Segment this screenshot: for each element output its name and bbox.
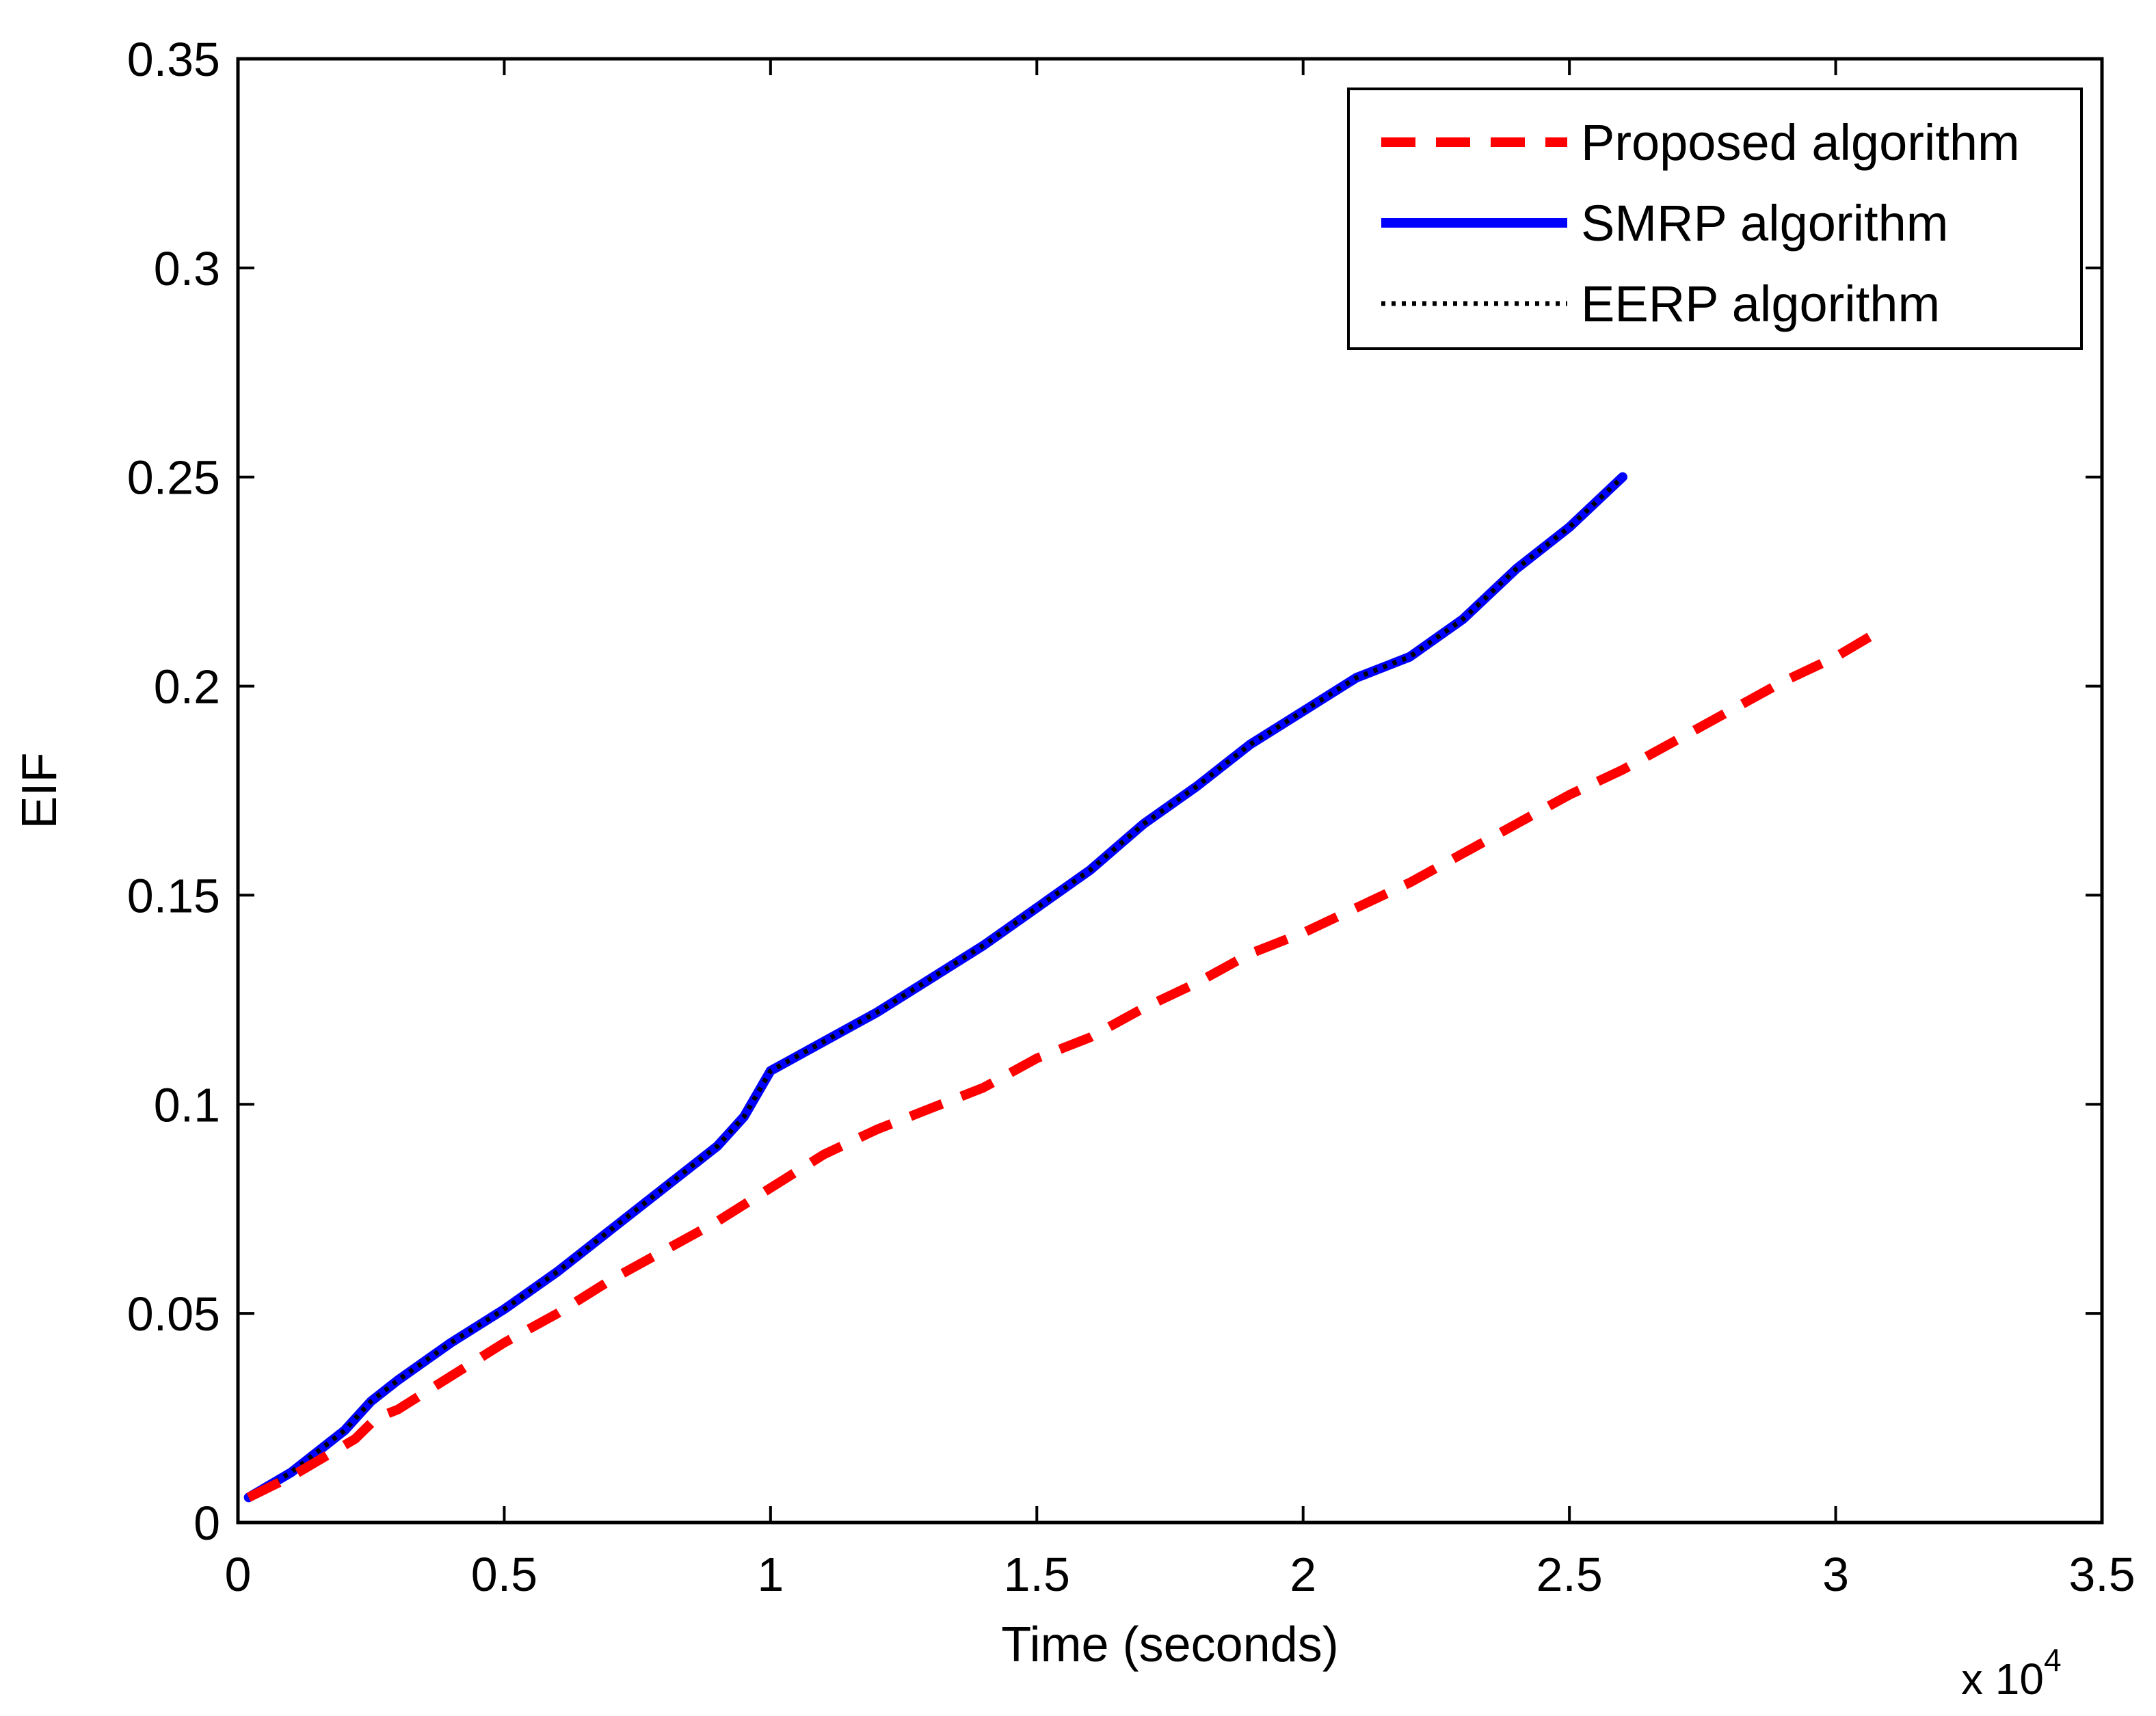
x-tick-label: 3.5 (2068, 1548, 2135, 1601)
x-tick-label: 0 (225, 1548, 252, 1601)
legend-label-proposed: Proposed algorithm (1581, 114, 2020, 171)
series-layer (243, 472, 1881, 1503)
legend-label-smrp: SMRP algorithm (1581, 195, 1948, 252)
y-tick-label: 0.25 (127, 451, 220, 505)
legend: Proposed algorithm SMRP algorithm EERP a… (1347, 88, 2083, 350)
y-axis-label: EIF (12, 752, 67, 829)
x-axis-multiplier-base: x 10 (1961, 1654, 2044, 1704)
y-tick-label: 0.15 (127, 869, 220, 922)
y-tick-label: 0.2 (154, 660, 220, 714)
x-axis-label: Time (seconds) (1001, 1618, 1338, 1672)
y-tick-label: 0 (194, 1497, 220, 1550)
x-tick-label: 2.5 (1536, 1548, 1602, 1601)
x-tick-label: 1 (757, 1548, 784, 1601)
x-axis-multiplier: x 104 (1961, 1642, 2062, 1704)
plot-frame (236, 57, 2104, 1525)
legend-label-eerp: EERP algorithm (1581, 276, 1940, 332)
x-tick-label: 0.5 (471, 1548, 537, 1601)
x-tick-label: 2 (1290, 1548, 1316, 1601)
y-tick-label: 0.1 (154, 1078, 220, 1131)
y-tick-label: 0.05 (127, 1287, 220, 1341)
x-tick-label: 3 (1822, 1548, 1849, 1601)
y-tick-label: 0.3 (154, 242, 220, 295)
x-tick-label: 1.5 (1004, 1548, 1070, 1601)
tick-layer: 0 0.5 1 1.5 2 2.5 3 3.5 0 0.05 0.1 0.15 0.2 0.25 0.3 0.… (127, 33, 2135, 1601)
x-axis-multiplier-exponent: 4 (2044, 1642, 2062, 1678)
y-tick-label: 0.35 (127, 33, 220, 86)
series-line-eerp (247, 475, 1625, 1500)
